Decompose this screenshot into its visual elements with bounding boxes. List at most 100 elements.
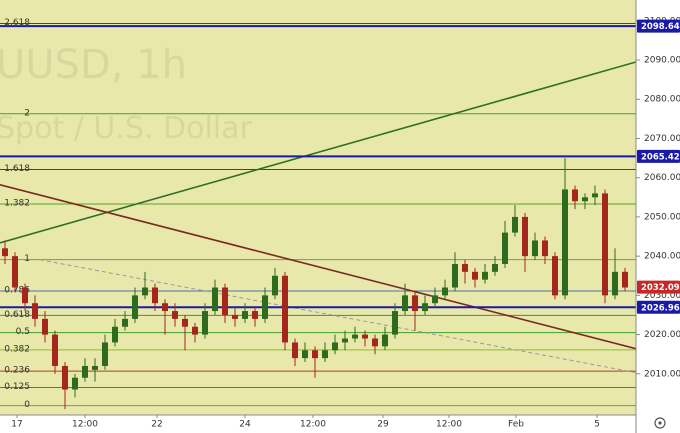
- candle-body: [482, 271, 488, 280]
- candle-body: [402, 295, 408, 312]
- candle-body: [612, 271, 618, 296]
- x-tick-label: 12:00: [436, 420, 462, 430]
- x-tick-label: 12:00: [300, 420, 326, 430]
- candle-body: [182, 318, 188, 327]
- candle-body: [52, 334, 58, 366]
- candle-body: [492, 263, 498, 272]
- price-label: 2026.96: [641, 303, 680, 313]
- candle-body: [302, 350, 308, 359]
- time-axis-background: [0, 415, 636, 433]
- fib-label: 1.618: [4, 164, 30, 174]
- candle-body: [42, 318, 48, 335]
- fib-label: 2.618: [4, 18, 30, 28]
- candle-body: [122, 318, 128, 327]
- candle-body: [242, 311, 248, 319]
- candle-body: [352, 334, 358, 339]
- trend-line: [0, 183, 637, 350]
- candle-body: [212, 287, 218, 312]
- candle-body: [332, 342, 338, 351]
- candle-body: [392, 311, 398, 335]
- candle-body: [92, 365, 98, 370]
- candle-body: [522, 216, 528, 257]
- x-tick-label: 5: [594, 420, 600, 430]
- candle-body: [542, 240, 548, 257]
- x-tick-label: 12:00: [72, 420, 98, 430]
- candle-body: [192, 326, 198, 335]
- candle-body: [382, 334, 388, 347]
- candle-body: [322, 350, 328, 359]
- y-tick-label: 2090.00: [644, 56, 680, 66]
- candle-body: [82, 365, 88, 378]
- y-tick-label: 2020.00: [644, 330, 680, 340]
- candle-body: [452, 263, 458, 288]
- fib-label: 1.382: [4, 198, 30, 208]
- y-tick-label: 2040.00: [644, 252, 680, 262]
- price-label: 2065.42: [641, 152, 680, 162]
- candle-body: [602, 193, 608, 296]
- settings-icon-dot: [658, 421, 662, 425]
- fib-label: 2: [24, 108, 30, 118]
- candle-body: [442, 287, 448, 296]
- fib-label: 0.382: [4, 344, 30, 354]
- candle-body: [532, 240, 538, 257]
- candle-body: [292, 342, 298, 359]
- fib-label: 0.125: [4, 382, 30, 392]
- candle-body: [132, 295, 138, 319]
- candle-body: [592, 193, 598, 198]
- candle-body: [152, 287, 158, 304]
- x-tick-label: 22: [151, 420, 162, 430]
- candle-body: [22, 287, 28, 304]
- candle-body: [312, 350, 318, 359]
- fib-label: 0.236: [4, 366, 30, 376]
- watermark: UUSD, 1h: [0, 42, 187, 88]
- x-tick-label: 24: [239, 420, 251, 430]
- fib-label: 1: [24, 254, 30, 264]
- y-tick-label: 2060.00: [644, 173, 680, 183]
- candle-body: [272, 275, 278, 296]
- candle-body: [72, 377, 78, 390]
- x-tick-label: 17: [11, 420, 22, 430]
- fib-label: 0.618: [4, 310, 30, 320]
- y-tick-label: 2050.00: [644, 212, 680, 222]
- fib-label: 0.5: [16, 327, 30, 337]
- candle-body: [102, 342, 108, 366]
- candle-body: [412, 295, 418, 312]
- y-tick-label: 2070.00: [644, 134, 680, 144]
- candle-body: [252, 311, 258, 319]
- price-label: 2098.64: [641, 22, 680, 32]
- trend-line: [39, 259, 637, 374]
- price-label-box: [637, 19, 680, 33]
- price-label: 2032.09: [641, 283, 680, 293]
- candle-body: [572, 189, 578, 202]
- candle-body: [582, 197, 588, 202]
- candle-body: [472, 271, 478, 280]
- y-tick-label: 2010.00: [644, 369, 680, 379]
- candle-body: [362, 334, 368, 339]
- candle-body: [262, 295, 268, 319]
- price-label-box: [637, 149, 680, 163]
- candle-body: [162, 303, 168, 312]
- candle-body: [622, 271, 628, 288]
- candle-body: [32, 303, 38, 319]
- candle-body: [512, 216, 518, 233]
- candle-body: [172, 311, 178, 319]
- candle-body: [62, 365, 68, 390]
- candle-body: [422, 303, 428, 312]
- candle-body: [112, 326, 118, 343]
- x-tick-label: 29: [377, 420, 389, 430]
- x-tick-label: Feb: [508, 420, 524, 430]
- candle-body: [2, 248, 8, 257]
- candle-body: [232, 314, 238, 319]
- candle-body: [562, 189, 568, 296]
- settings-icon[interactable]: [654, 417, 666, 429]
- candle-body: [372, 338, 378, 347]
- candle-body: [462, 263, 468, 272]
- price-axis-background: [636, 0, 680, 433]
- price-label-box: [637, 280, 680, 294]
- candle-body: [282, 275, 288, 343]
- price-label-box: [637, 300, 680, 314]
- candle-body: [12, 256, 18, 288]
- candle-body: [342, 338, 348, 343]
- fib-label: 0: [24, 400, 30, 410]
